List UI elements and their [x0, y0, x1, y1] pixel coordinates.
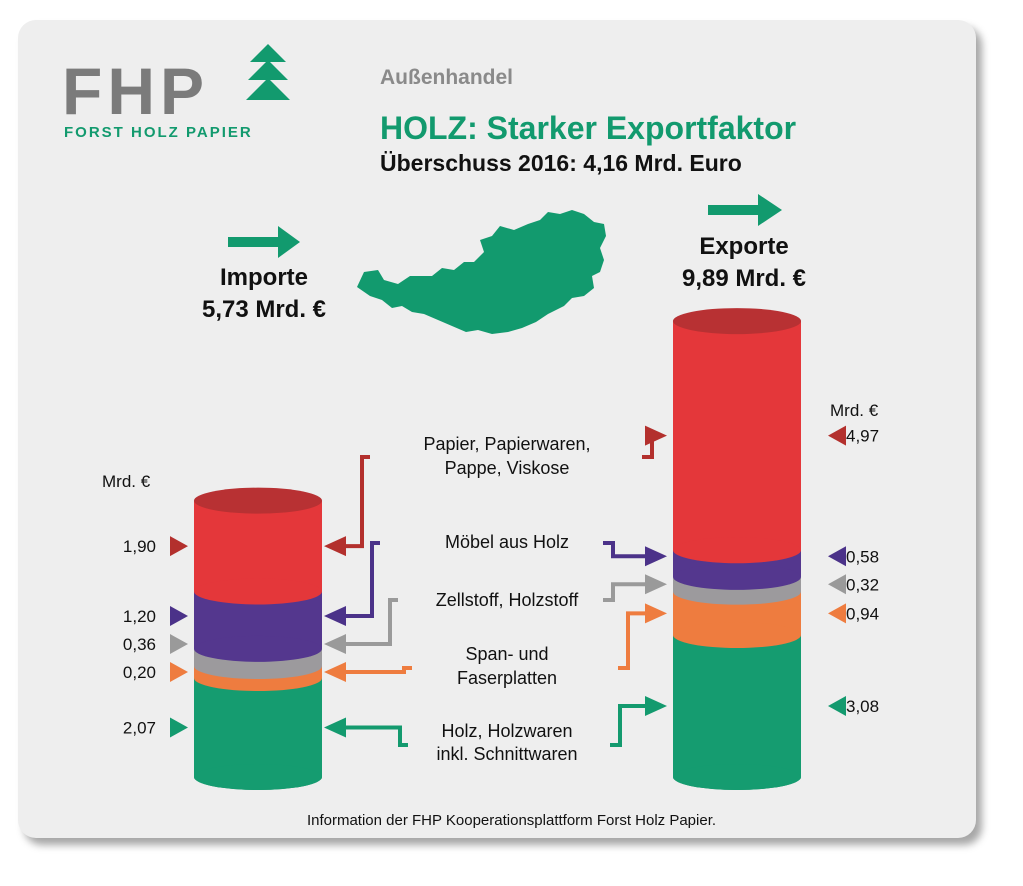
value-marker-importe-zellstoff [170, 634, 188, 655]
value-marker-importe-papier [170, 536, 188, 557]
export-unit-label: Mrd. € [830, 401, 879, 420]
category-label-papier: Papier, Papierwaren, [423, 434, 590, 454]
connector-import-moebel [342, 541, 380, 619]
cylinder-top-exporte [673, 308, 801, 335]
connector-arrow-export-zellstoff [645, 574, 667, 595]
connector-export-span [618, 611, 649, 670]
connector-arrow-export-holz [645, 696, 667, 717]
value-marker-exporte-span [828, 603, 846, 624]
segment-exporte-holz [673, 635, 801, 777]
connector-arrow-export-papier [645, 425, 667, 446]
value-label-importe-papier: 1,90 [123, 537, 156, 556]
value-label-importe-holz: 2,07 [123, 719, 156, 738]
value-marker-exporte-holz [828, 696, 846, 717]
category-label-zellstoff: Zellstoff, Holzstoff [436, 590, 579, 610]
value-marker-importe-holz [170, 717, 188, 738]
connector-import-zellstoff [342, 598, 398, 647]
segment-curve-importe-moebel [194, 635, 322, 662]
connector-arrow-import-zellstoff [324, 634, 346, 655]
infographic-card [18, 20, 976, 838]
segment-importe-papier [194, 500, 322, 592]
connector-arrow-export-moebel [645, 546, 667, 567]
connector-export-holz [610, 704, 649, 747]
connector-export-moebel [603, 541, 649, 559]
fhp-logo-subtitle: FORST HOLZ PAPIER [64, 124, 253, 141]
category-label-span: Span- und [465, 644, 548, 664]
value-marker-exporte-papier [828, 425, 846, 446]
value-marker-importe-span [170, 662, 188, 683]
segment-curve-importe-holz [194, 764, 322, 790]
kicker-title: Außenhandel [380, 66, 514, 89]
value-label-exporte-papier: 4,97 [846, 427, 879, 446]
category-label-span: Faserplatten [457, 668, 557, 688]
segment-importe-holz [194, 678, 322, 777]
value-label-exporte-span: 0,94 [846, 604, 879, 623]
category-label-holz: inkl. Schnittwaren [436, 744, 577, 764]
import-unit-label: Mrd. € [102, 472, 151, 491]
segment-curve-exporte-moebel [673, 563, 801, 590]
category-label-moebel: Möbel aus Holz [445, 532, 569, 552]
export-arrow-icon [708, 194, 782, 226]
value-label-importe-span: 0,20 [123, 663, 156, 682]
connector-arrow-import-span [324, 662, 346, 683]
connector-arrow-export-span [645, 603, 667, 624]
segment-exporte-papier [673, 321, 801, 551]
segment-curve-exporte-papier [673, 537, 801, 564]
value-marker-exporte-moebel [828, 546, 846, 567]
connector-import-span [342, 666, 412, 675]
export-total: 9,89 Mrd. € [682, 265, 806, 292]
value-label-exporte-moebel: 0,58 [846, 547, 879, 566]
connector-arrow-import-papier [324, 536, 346, 557]
value-label-importe-moebel: 1,20 [123, 607, 156, 626]
import-total: 5,73 Mrd. € [202, 296, 326, 323]
austria-map [357, 210, 606, 334]
connector-arrow-import-holz [324, 717, 346, 738]
connector-export-zellstoff [603, 582, 649, 602]
tree-icon [246, 44, 290, 100]
subheadline: Überschuss 2016: 4,16 Mrd. Euro [380, 150, 742, 176]
headline: HOLZ: Starker Exportfaktor [380, 110, 797, 146]
export-heading: Exporte [699, 233, 788, 260]
connector-import-holz [342, 725, 408, 747]
category-label-papier: Pappe, Viskose [445, 458, 570, 478]
value-marker-exporte-zellstoff [828, 574, 846, 595]
connector-arrow-import-moebel [324, 606, 346, 627]
connector-import-papier [342, 455, 370, 549]
category-label-holz: Holz, Holzwaren [441, 721, 572, 741]
value-label-exporte-zellstoff: 0,32 [846, 575, 879, 594]
import-heading: Importe [220, 264, 308, 291]
value-label-exporte-holz: 3,08 [846, 697, 879, 716]
segment-curve-importe-papier [194, 578, 322, 605]
value-marker-importe-moebel [170, 606, 188, 627]
segment-curve-exporte-holz [673, 764, 801, 790]
segment-curve-exporte-span [673, 622, 801, 649]
cylinder-top-importe [194, 487, 322, 514]
footer-note: Information der FHP Kooperationsplattfor… [306, 812, 717, 829]
value-label-importe-zellstoff: 0,36 [123, 635, 156, 654]
fhp-logo-text: FHP [62, 54, 209, 128]
import-arrow-icon [228, 226, 300, 258]
